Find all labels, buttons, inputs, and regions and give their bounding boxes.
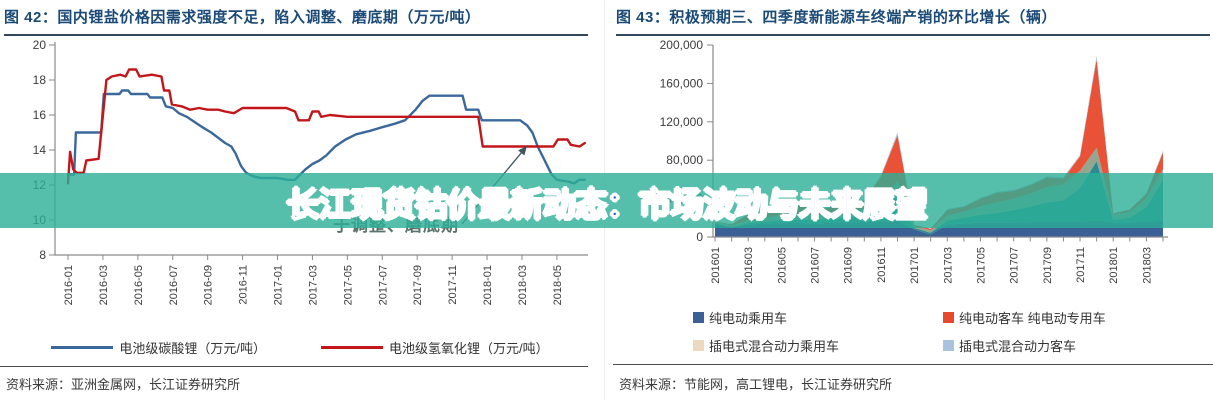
lithium-price-chart: 81012141618202016-012016-032016-052016-0… <box>33 38 588 305</box>
figure-43-title: 图 43：积极预期三、四季度新能源车终端产销的环比增长（辆） <box>616 6 1210 36</box>
x-tick-label: 2016-09 <box>203 265 215 305</box>
y-tick-label: 16 <box>33 108 47 122</box>
x-tick-label: 201705 <box>975 247 987 284</box>
source-right-label: 资料来源： <box>619 377 685 392</box>
y-tick-label: 200,000 <box>660 38 704 52</box>
legend-label: 插电式混合动力客车 <box>959 339 1077 354</box>
legend-square-swatch <box>693 312 704 323</box>
x-tick-label: 2016-03 <box>98 265 110 305</box>
x-tick-label: 2016-01 <box>63 265 75 305</box>
source-left: 资料来源：亚洲金属网，长江证券研究所 <box>6 374 240 393</box>
legend-item: 纯电动乘用车 <box>693 308 943 327</box>
x-tick-label: 2018-03 <box>517 265 529 305</box>
lithium-chart-legend: 电池级碳酸锂（万元/吨） 电池级氢氧化锂（万元/吨） <box>0 338 600 357</box>
legend-item: 电池级氢氧化锂（万元/吨） <box>321 338 549 357</box>
x-tick-label: 201601 <box>710 247 722 284</box>
x-tick-label: 201603 <box>743 247 755 284</box>
source-right-text: 节能网，高工锂电，长江证券研究所 <box>684 377 893 392</box>
y-tick-label: 160,000 <box>660 76 704 90</box>
x-tick-label: 201803 <box>1141 247 1153 284</box>
y-tick-label: 20 <box>33 38 47 52</box>
legend-label: 电池级氢氧化锂（万元/吨） <box>389 341 549 356</box>
annotation-arrow-head <box>518 146 527 156</box>
x-tick-label: 201707 <box>1009 247 1021 284</box>
legend-square-swatch <box>943 340 954 351</box>
source-left-label: 资料来源： <box>6 377 72 392</box>
x-tick-label: 201703 <box>942 247 954 284</box>
x-tick-label: 2017-03 <box>307 265 319 305</box>
x-tick-label: 2016-07 <box>168 265 180 305</box>
y-tick-label: 8 <box>39 248 46 262</box>
x-tick-label: 2016-05 <box>133 265 145 305</box>
x-tick-label: 2017-11 <box>447 265 459 305</box>
legend-label: 纯电动乘用车 <box>709 311 788 326</box>
y-tick-label: 18 <box>33 73 47 87</box>
x-tick-label: 201609 <box>843 247 855 284</box>
source-left-text: 亚洲金属网，长江证券研究所 <box>71 377 241 392</box>
x-tick-label: 2017-05 <box>342 265 354 305</box>
price-line-series <box>66 68 586 185</box>
legend-line-swatch <box>51 346 114 349</box>
x-tick-label: 2017-07 <box>377 265 389 305</box>
x-tick-label: 2017-09 <box>412 265 424 305</box>
y-tick-label: 0 <box>696 230 703 244</box>
legend-label: 插电式混合动力乘用车 <box>709 339 840 354</box>
x-tick-label: 2018-01 <box>482 265 494 305</box>
figure-42-title: 图 42：国内锂盐价格因需求强度不足，陷入调整、磨底期（万元/吨） <box>4 6 588 36</box>
legend-label: 电池级碳酸锂（万元/吨） <box>119 341 266 356</box>
nev-sales-chart: 040,00080,000120,000160,000200,000201601… <box>660 38 1168 284</box>
watermark-text: 长江现货钴价最新动态：市场波动与未来展望 <box>286 185 929 224</box>
x-tick-label: 201605 <box>776 247 788 284</box>
x-tick-label: 201801 <box>1108 247 1120 284</box>
legend-item: 纯电动客车 纯电动专用车 <box>943 308 1203 327</box>
legend-item: 插电式混合动力乘用车 <box>693 336 943 355</box>
y-tick-label: 80,000 <box>666 153 703 167</box>
x-tick-label: 201611 <box>876 247 888 283</box>
source-divider-left <box>0 366 588 367</box>
legend-line-swatch <box>321 346 383 349</box>
legend-item: 电池级碳酸锂（万元/吨） <box>51 338 266 357</box>
x-tick-label: 2016-11 <box>238 265 250 305</box>
x-tick-label: 201607 <box>810 247 822 284</box>
nev-chart-legend: 纯电动乘用车 纯电动客车 纯电动专用车插电式混合动力乘用车 插电式混合动力客车 <box>693 308 1213 355</box>
y-tick-label: 14 <box>33 143 47 157</box>
legend-square-swatch <box>943 312 954 323</box>
x-tick-label: 2017-01 <box>273 265 285 305</box>
legend-item: 插电式混合动力客车 <box>943 336 1203 355</box>
watermark-band <box>0 173 1213 228</box>
x-tick-label: 2018-05 <box>552 265 564 305</box>
x-tick-label: 201709 <box>1042 247 1054 284</box>
x-tick-label: 201711 <box>1075 247 1087 283</box>
y-tick-label: 120,000 <box>660 115 704 129</box>
source-divider-right <box>613 364 1213 365</box>
x-tick-label: 201701 <box>909 247 921 284</box>
legend-label: 纯电动客车 纯电动专用车 <box>959 311 1106 326</box>
source-right: 资料来源：节能网，高工锂电，长江证券研究所 <box>619 374 892 393</box>
legend-square-swatch <box>693 340 704 351</box>
